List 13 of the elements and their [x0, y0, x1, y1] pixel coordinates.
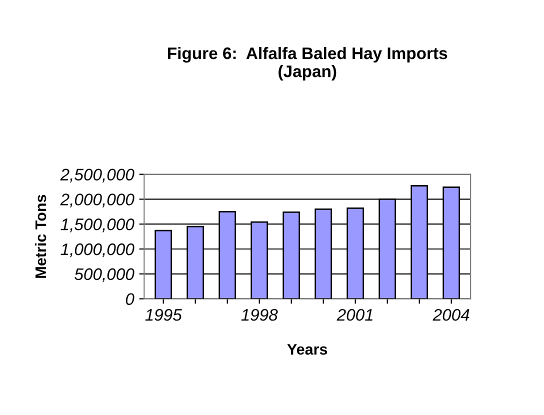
x-tick-label: 2001	[336, 308, 372, 321]
y-tick-label: 0	[126, 293, 134, 306]
x-tick-label: 1998	[241, 308, 278, 321]
y-axis-title: Metric Tons	[34, 194, 46, 278]
x-tick-label: 1995	[145, 308, 182, 321]
y-tick-label: 1,500,000	[60, 218, 134, 232]
y-tick-label: 2,000,000	[60, 194, 134, 208]
x-axis-title: Years	[287, 344, 328, 355]
y-tick-label: 2,500,000	[60, 168, 134, 182]
x-tick-label: 2004	[432, 308, 470, 321]
chart-title: Figure 6: Alfalfa Baled Hay Imports (Japan)	[168, 46, 448, 81]
y-tick-label: 500,000	[74, 268, 134, 282]
y-tick-label: 1,000,000	[60, 243, 134, 258]
